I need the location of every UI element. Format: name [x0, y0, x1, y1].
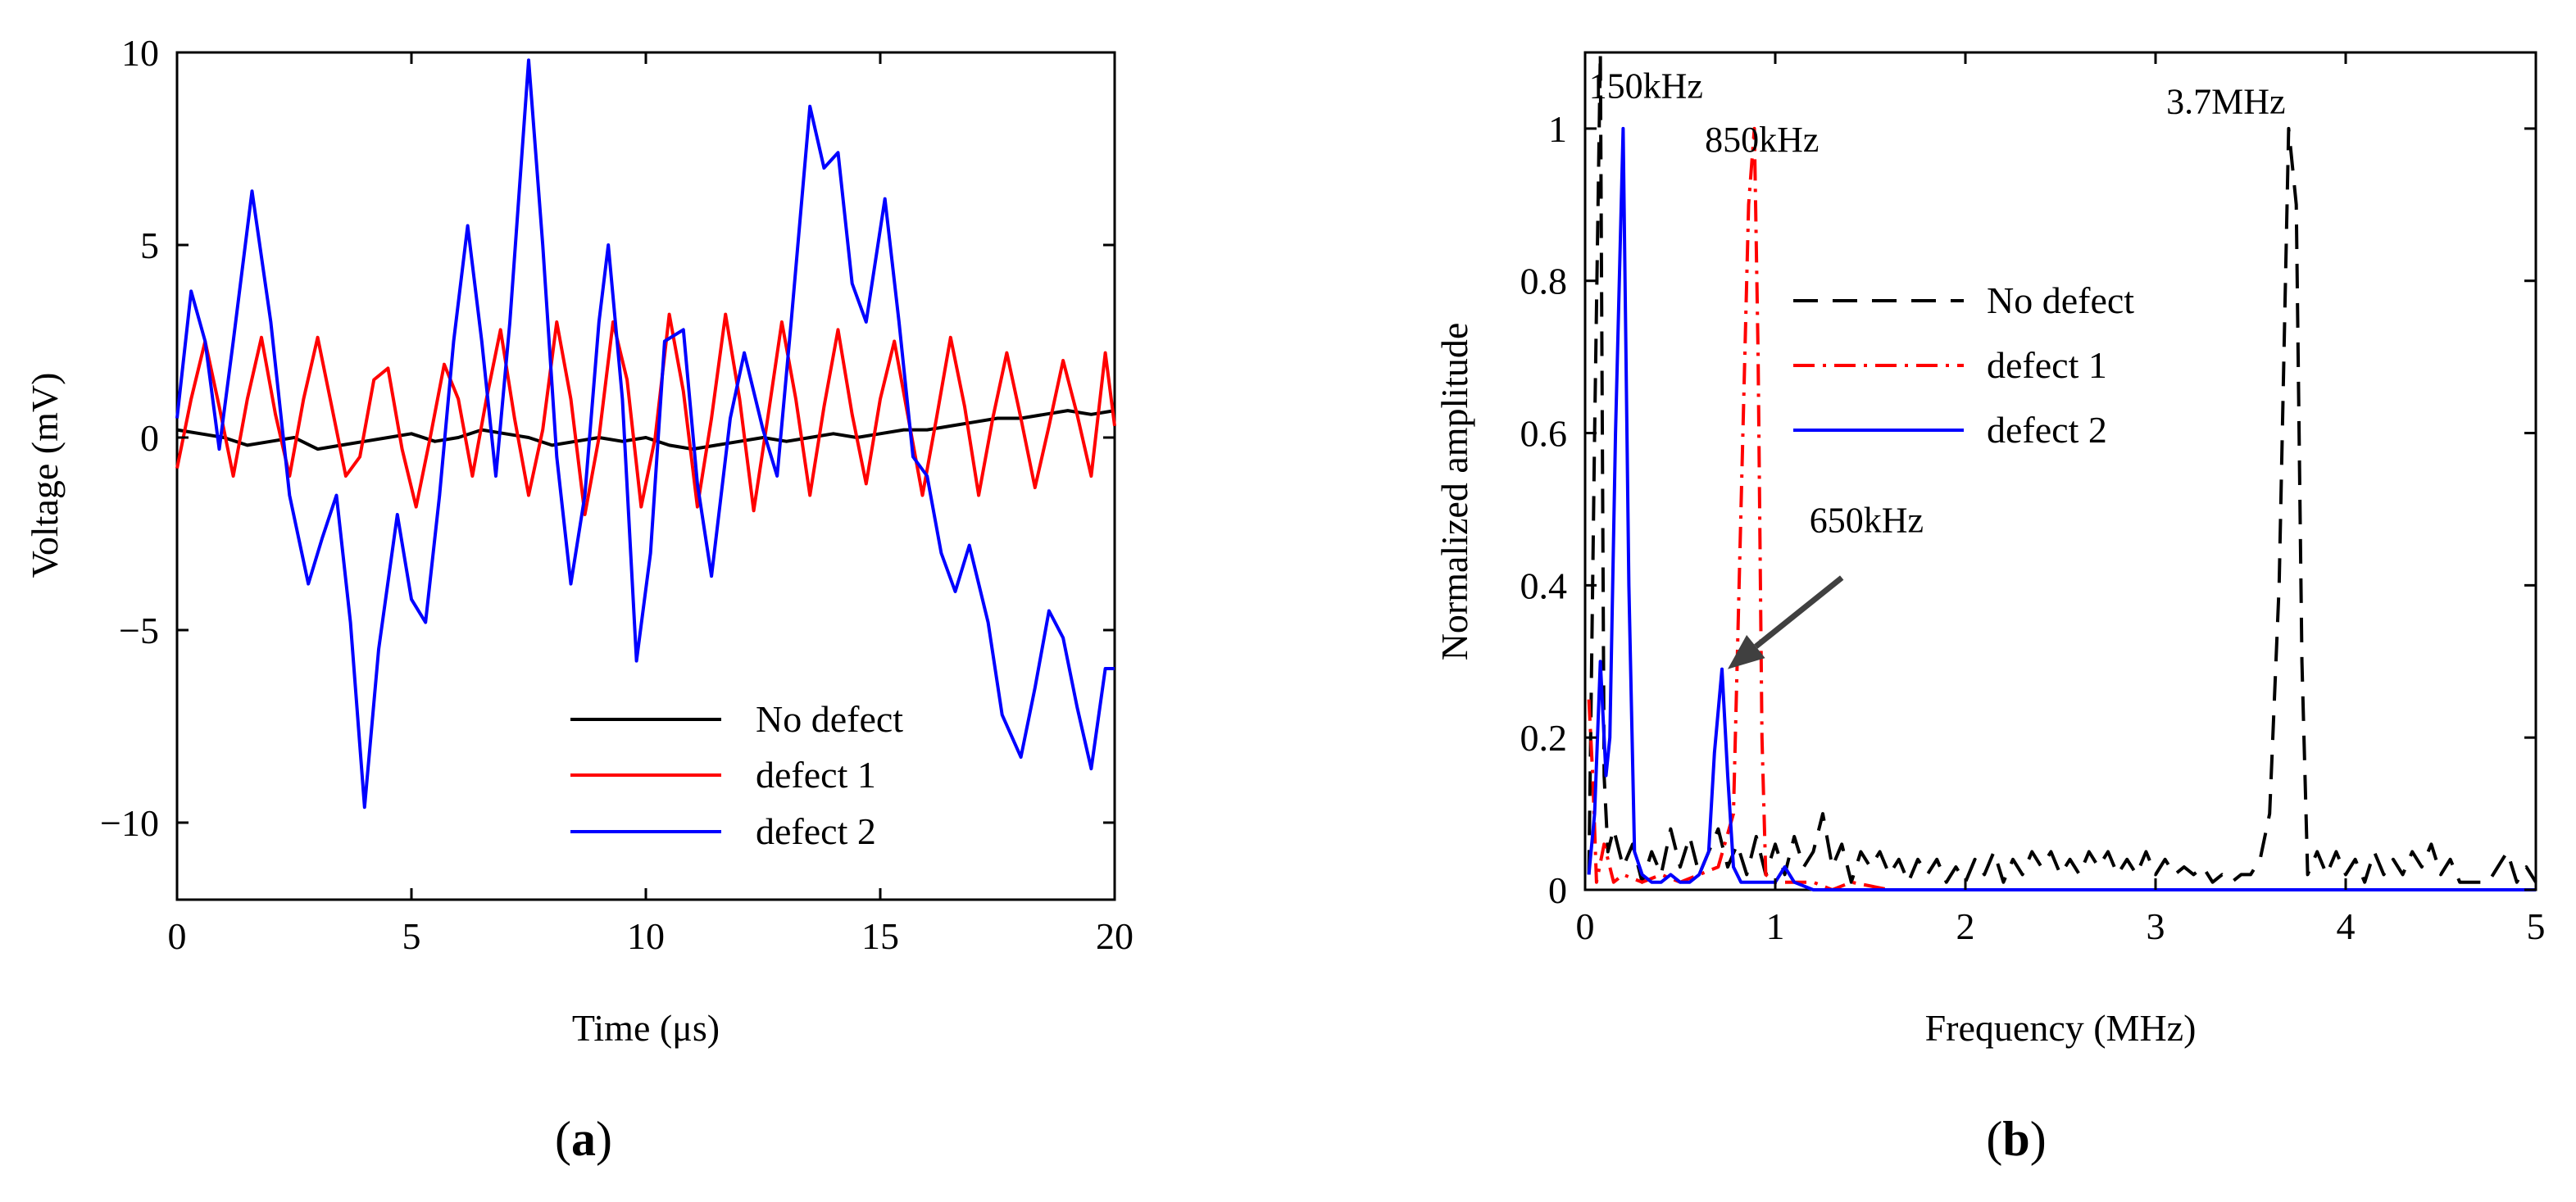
x-tick-label: 10 [627, 915, 665, 957]
legend-label-no-defect: No defect [756, 698, 903, 740]
y-axis-label: Normalized amplitude [1433, 323, 1475, 661]
x-tick-label: 0 [168, 915, 187, 957]
x-tick-label: 15 [861, 915, 899, 957]
x-tick-label: 5 [2527, 905, 2546, 947]
y-tick-label: 10 [121, 32, 159, 74]
series-line-defect-1 [175, 312, 1116, 516]
panel-b-spectrum-plot: 0 1 2 3 4 5 0 0.2 0.4 0.6 0.8 1 Frequency (MHz) Nor… [1433, 51, 2546, 1166]
tick-group: 0 5 10 15 20 −10 −5 0 5 10 [100, 32, 1134, 957]
annotation-650khz: 650kHz [1810, 500, 1924, 540]
panel-a-voltage-plot: 0 5 10 15 20 −10 −5 0 5 10 Time (μs) Voltage (mV)… [24, 32, 1134, 1166]
x-tick-label: 1 [1766, 905, 1785, 947]
annotation-3-7mhz: 3.7MHz [2166, 81, 2285, 121]
series-line-no-defect [1587, 51, 2537, 884]
legend-label-no-defect: No defect [1987, 279, 2134, 321]
legend-label-defect-2: defect 2 [756, 810, 876, 852]
legend: No defect defect 1 defect 2 [570, 698, 903, 852]
y-tick-label: 0 [140, 417, 159, 459]
x-tick-label: 5 [402, 915, 421, 957]
y-tick-label: −5 [119, 610, 159, 651]
y-tick-label: 0.2 [1520, 717, 1568, 759]
y-tick-label: −10 [100, 802, 159, 844]
panel-label-a: (a) [555, 1112, 612, 1166]
series-line-defect-2 [1587, 126, 2536, 891]
y-tick-label: 0.6 [1520, 413, 1568, 455]
series-group [1587, 51, 2537, 891]
y-tick-label: 0.8 [1520, 261, 1568, 302]
series-line-defect-1 [1587, 126, 2536, 891]
x-tick-label: 4 [2337, 905, 2356, 947]
y-tick-label: 0 [1548, 869, 1567, 911]
tick-group: 0 1 2 3 4 5 0 0.2 0.4 0.6 0.8 1 [1520, 52, 2546, 947]
x-tick-label: 0 [1576, 905, 1595, 947]
y-tick-label: 0.4 [1520, 565, 1568, 606]
annotation-arrow-shaft [1754, 575, 1844, 649]
legend-label-defect-1: defect 1 [756, 754, 876, 796]
y-tick-label: 1 [1548, 108, 1567, 150]
legend: No defect defect 1 defect 2 [1793, 279, 2134, 451]
legend-label-defect-2: defect 2 [1987, 409, 2107, 451]
annotation-150khz: 150kHz [1589, 66, 1703, 107]
x-axis-label: Frequency (MHz) [1925, 1007, 2197, 1049]
series-line-defect-2 [175, 58, 1115, 810]
legend-label-defect-1: defect 1 [1987, 344, 2107, 386]
panel-label-b: (b) [1986, 1112, 2046, 1166]
x-tick-label: 3 [2147, 905, 2165, 947]
x-tick-label: 2 [1956, 905, 1975, 947]
series-group [175, 58, 1116, 810]
y-tick-label: 5 [140, 225, 159, 266]
annotation-arrow-head [1728, 635, 1765, 669]
series-line-no-defect [176, 409, 1115, 451]
annotation-850khz: 850kHz [1705, 120, 1819, 160]
y-axis-label: Voltage (mV) [24, 373, 66, 578]
x-tick-label: 20 [1096, 915, 1134, 957]
x-axis-label: Time (μs) [572, 1007, 720, 1049]
